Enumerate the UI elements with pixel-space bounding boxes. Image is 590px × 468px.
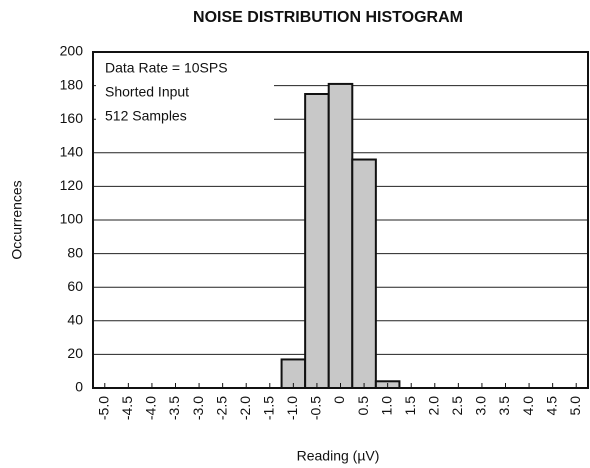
plot-frame (92, 51, 589, 389)
x-tick-label: 4.0 (520, 396, 536, 416)
y-tick-label: 0 (75, 379, 83, 395)
x-tick-label: 1.0 (378, 396, 394, 416)
annotation: 512 Samples (105, 108, 187, 124)
bar (304, 93, 330, 389)
y-tick-label: 100 (60, 211, 84, 227)
annotation: Data Rate = 10SPS (105, 60, 228, 76)
y-tick-label: 160 (60, 110, 84, 126)
y-tick-label: 120 (60, 177, 84, 193)
chart-title: NOISE DISTRIBUTION HISTOGRAM (193, 9, 463, 26)
x-tick-label: -3.5 (166, 396, 182, 420)
y-tick-label: 80 (67, 244, 83, 260)
x-tick-label: 0 (331, 396, 347, 404)
x-tick-label: 4.5 (543, 396, 559, 416)
x-tick-label: 1.5 (402, 396, 418, 416)
x-tick-label: -1.5 (260, 396, 276, 420)
y-tick-label: 20 (67, 345, 83, 361)
bar (351, 158, 377, 389)
y-tick-label: 180 (60, 76, 84, 92)
x-tick-label: 2.5 (449, 396, 465, 416)
x-tick-label: -2.0 (237, 396, 253, 420)
y-tick-label: 140 (60, 144, 84, 160)
x-tick-label: 0.5 (355, 396, 371, 416)
annotation-box (96, 55, 274, 132)
y-axis-label: Occurrences (9, 180, 25, 259)
y-tick-label: 60 (67, 278, 83, 294)
bar (327, 82, 354, 389)
x-tick-label: 2.0 (425, 396, 441, 416)
y-tick-label: 40 (67, 312, 83, 328)
annotation: Shorted Input (105, 84, 189, 100)
x-tick-label: -2.5 (213, 396, 229, 420)
x-axis-label: Reading (µV) (297, 448, 380, 464)
x-tick-label: 3.0 (473, 396, 489, 416)
y-tick-label: 200 (60, 43, 84, 59)
x-tick-label: -0.5 (308, 396, 324, 420)
x-tick-label: -5.0 (95, 396, 111, 420)
x-tick-label: 3.5 (496, 396, 512, 416)
x-tick-label: -3.0 (190, 396, 206, 420)
x-tick-label: -4.0 (143, 396, 159, 420)
x-tick-label: -4.5 (119, 396, 135, 420)
x-tick-label: -1.0 (284, 396, 300, 420)
x-tick-label: 5.0 (567, 396, 583, 416)
